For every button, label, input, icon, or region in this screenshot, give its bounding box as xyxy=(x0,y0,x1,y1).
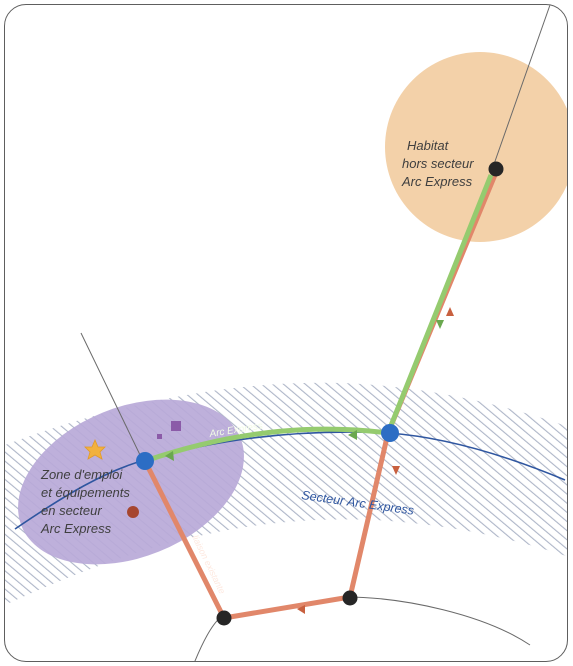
arrow-icon xyxy=(446,307,454,316)
node-bottom-right xyxy=(342,590,358,606)
green-path xyxy=(144,174,494,464)
habitat-label: Habitat hors secteur Arc Express xyxy=(401,138,477,189)
station-right xyxy=(381,424,399,442)
arrow-icon xyxy=(297,605,305,614)
star-icon xyxy=(84,438,106,460)
zone-ellipse xyxy=(18,399,244,565)
zone-label: Zone d'emploi et équipements en secteur … xyxy=(40,467,134,536)
square-icon xyxy=(157,434,162,439)
grey-line-top xyxy=(492,5,551,168)
dot-icon xyxy=(127,506,139,518)
arrow-icon xyxy=(348,430,357,440)
station-left xyxy=(136,452,154,470)
node-habitat xyxy=(488,161,504,177)
node-bottom-left xyxy=(216,610,232,626)
square-icon xyxy=(171,421,181,431)
map-frame: Habitat hors secteur Arc Express Zone d'… xyxy=(4,4,568,662)
arrow-icon xyxy=(436,320,444,329)
grey-curve-bottom xyxy=(194,596,531,661)
arrow-icon xyxy=(392,466,400,475)
habitat-circle xyxy=(385,52,567,242)
arrow-icon xyxy=(165,451,174,461)
secteur-line xyxy=(14,431,566,530)
diagram: Habitat hors secteur Arc Express Zone d'… xyxy=(5,5,567,661)
grey-line-left xyxy=(80,332,143,460)
